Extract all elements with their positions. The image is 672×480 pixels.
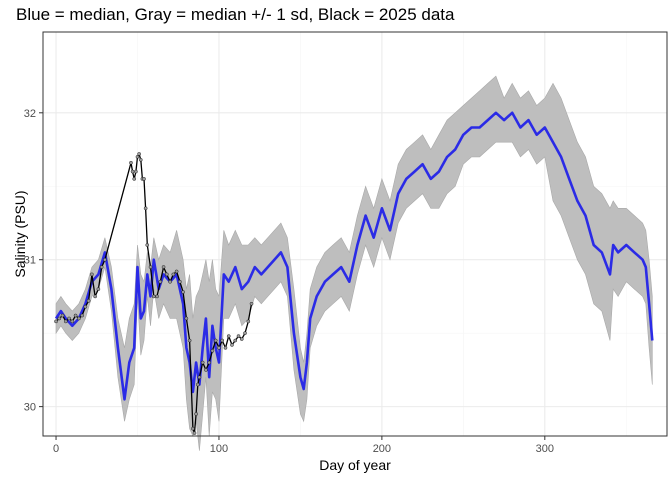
observed-point — [138, 158, 143, 162]
observed-2025-points — [54, 152, 254, 435]
observed-point — [155, 294, 159, 299]
observed-point — [207, 360, 211, 365]
observed-point — [54, 319, 58, 324]
median-line — [54, 111, 654, 401]
observed-point — [246, 319, 251, 324]
observed-point — [217, 346, 221, 350]
observed-point — [145, 243, 150, 247]
observed-point — [236, 334, 241, 338]
observed-point — [210, 348, 215, 353]
y-tick-label: 32 — [24, 108, 36, 120]
observed-point — [103, 257, 107, 262]
observed-point — [77, 316, 81, 321]
observed-point — [213, 338, 218, 343]
observed-point — [135, 155, 140, 159]
observed-point — [243, 331, 247, 335]
observed-point — [90, 272, 94, 277]
x-tick-label: 0 — [53, 443, 59, 455]
observed-point — [60, 313, 65, 318]
observed-point — [233, 338, 238, 343]
observed-point — [70, 319, 75, 324]
observed-point — [93, 294, 97, 299]
y-axis-title: Salinity (PSU) — [12, 190, 28, 277]
observed-point — [226, 334, 231, 338]
observed-point — [192, 431, 197, 435]
observed-point — [184, 316, 189, 321]
observed-point — [151, 294, 156, 299]
observed-point — [200, 360, 205, 365]
y-tick-label: 31 — [24, 255, 36, 267]
observed-point — [73, 313, 78, 318]
observed-point — [137, 152, 141, 156]
observed-point — [99, 265, 104, 269]
observed-point — [143, 206, 148, 211]
x-axis-title: Day of year — [319, 457, 391, 473]
observed-point — [195, 382, 200, 387]
x-tick-label: 200 — [373, 443, 391, 455]
observed-point — [197, 375, 202, 380]
observed-point — [239, 337, 244, 341]
observed-point — [191, 426, 195, 431]
observed-point — [132, 177, 137, 181]
observed-point — [174, 269, 179, 274]
observed-point — [181, 290, 185, 294]
observed-point — [142, 177, 146, 181]
observed-point — [230, 343, 234, 347]
observed-point — [178, 279, 182, 284]
observed-point — [83, 304, 88, 309]
panel-border — [42, 31, 668, 437]
observed-point — [223, 346, 228, 350]
observed-point — [86, 299, 91, 303]
observed-point — [220, 338, 225, 343]
observed-point — [134, 169, 138, 174]
plot-panel — [42, 31, 668, 451]
observed-point — [67, 316, 71, 321]
y-tick-label: 30 — [24, 402, 36, 414]
observed-point — [249, 301, 254, 306]
observed-point — [168, 279, 172, 284]
observed-point — [187, 338, 192, 343]
observed-point — [129, 160, 133, 165]
observed-point — [64, 319, 68, 324]
observed-point — [161, 265, 166, 269]
x-tick-label: 300 — [536, 443, 554, 455]
observed-point — [57, 316, 62, 321]
observed-point — [171, 272, 176, 277]
observed-point — [80, 313, 84, 318]
observed-point — [204, 368, 208, 372]
axes: 0 100 200 300 30 31 32 — [24, 108, 554, 455]
x-tick-label: 100 — [210, 443, 228, 455]
observed-point — [148, 265, 153, 269]
chart-title: Blue = median, Gray = median +/- 1 sd, B… — [16, 5, 455, 24]
observed-point — [194, 412, 198, 416]
observed-point — [158, 279, 163, 284]
observed-point — [165, 272, 169, 277]
observed-point — [130, 169, 135, 174]
observed-point — [96, 287, 101, 291]
